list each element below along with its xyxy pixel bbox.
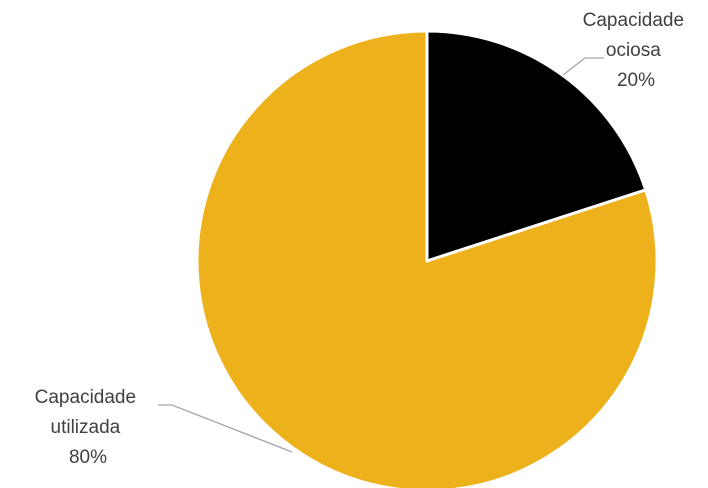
data-label-capacidade-utilizada: Capacidade utilizada 80%	[35, 387, 142, 468]
data-label-line: Capacidade	[35, 387, 136, 408]
data-label-line: Capacidade	[583, 10, 684, 31]
data-label-line: utilizada	[51, 417, 121, 438]
data-label-value: 20%	[617, 70, 655, 91]
data-label-value: 80%	[69, 447, 107, 468]
leader-line-capacidade-utilizada	[158, 404, 293, 453]
leader-line-capacidade-ociosa	[562, 57, 604, 76]
data-label-capacidade-ociosa: Capacidade ociosa 20%	[583, 10, 690, 91]
leader-lines-layer	[158, 57, 604, 453]
slices-layer	[195, 29, 659, 488]
pie-slice-capacidade-ociosa	[425, 29, 648, 263]
data-label-line: ociosa	[606, 40, 661, 61]
data-labels-layer: Capacidade ociosa 20% Capacidade utiliza…	[35, 10, 690, 468]
pie-slice-capacidade-utilizada	[195, 29, 659, 488]
